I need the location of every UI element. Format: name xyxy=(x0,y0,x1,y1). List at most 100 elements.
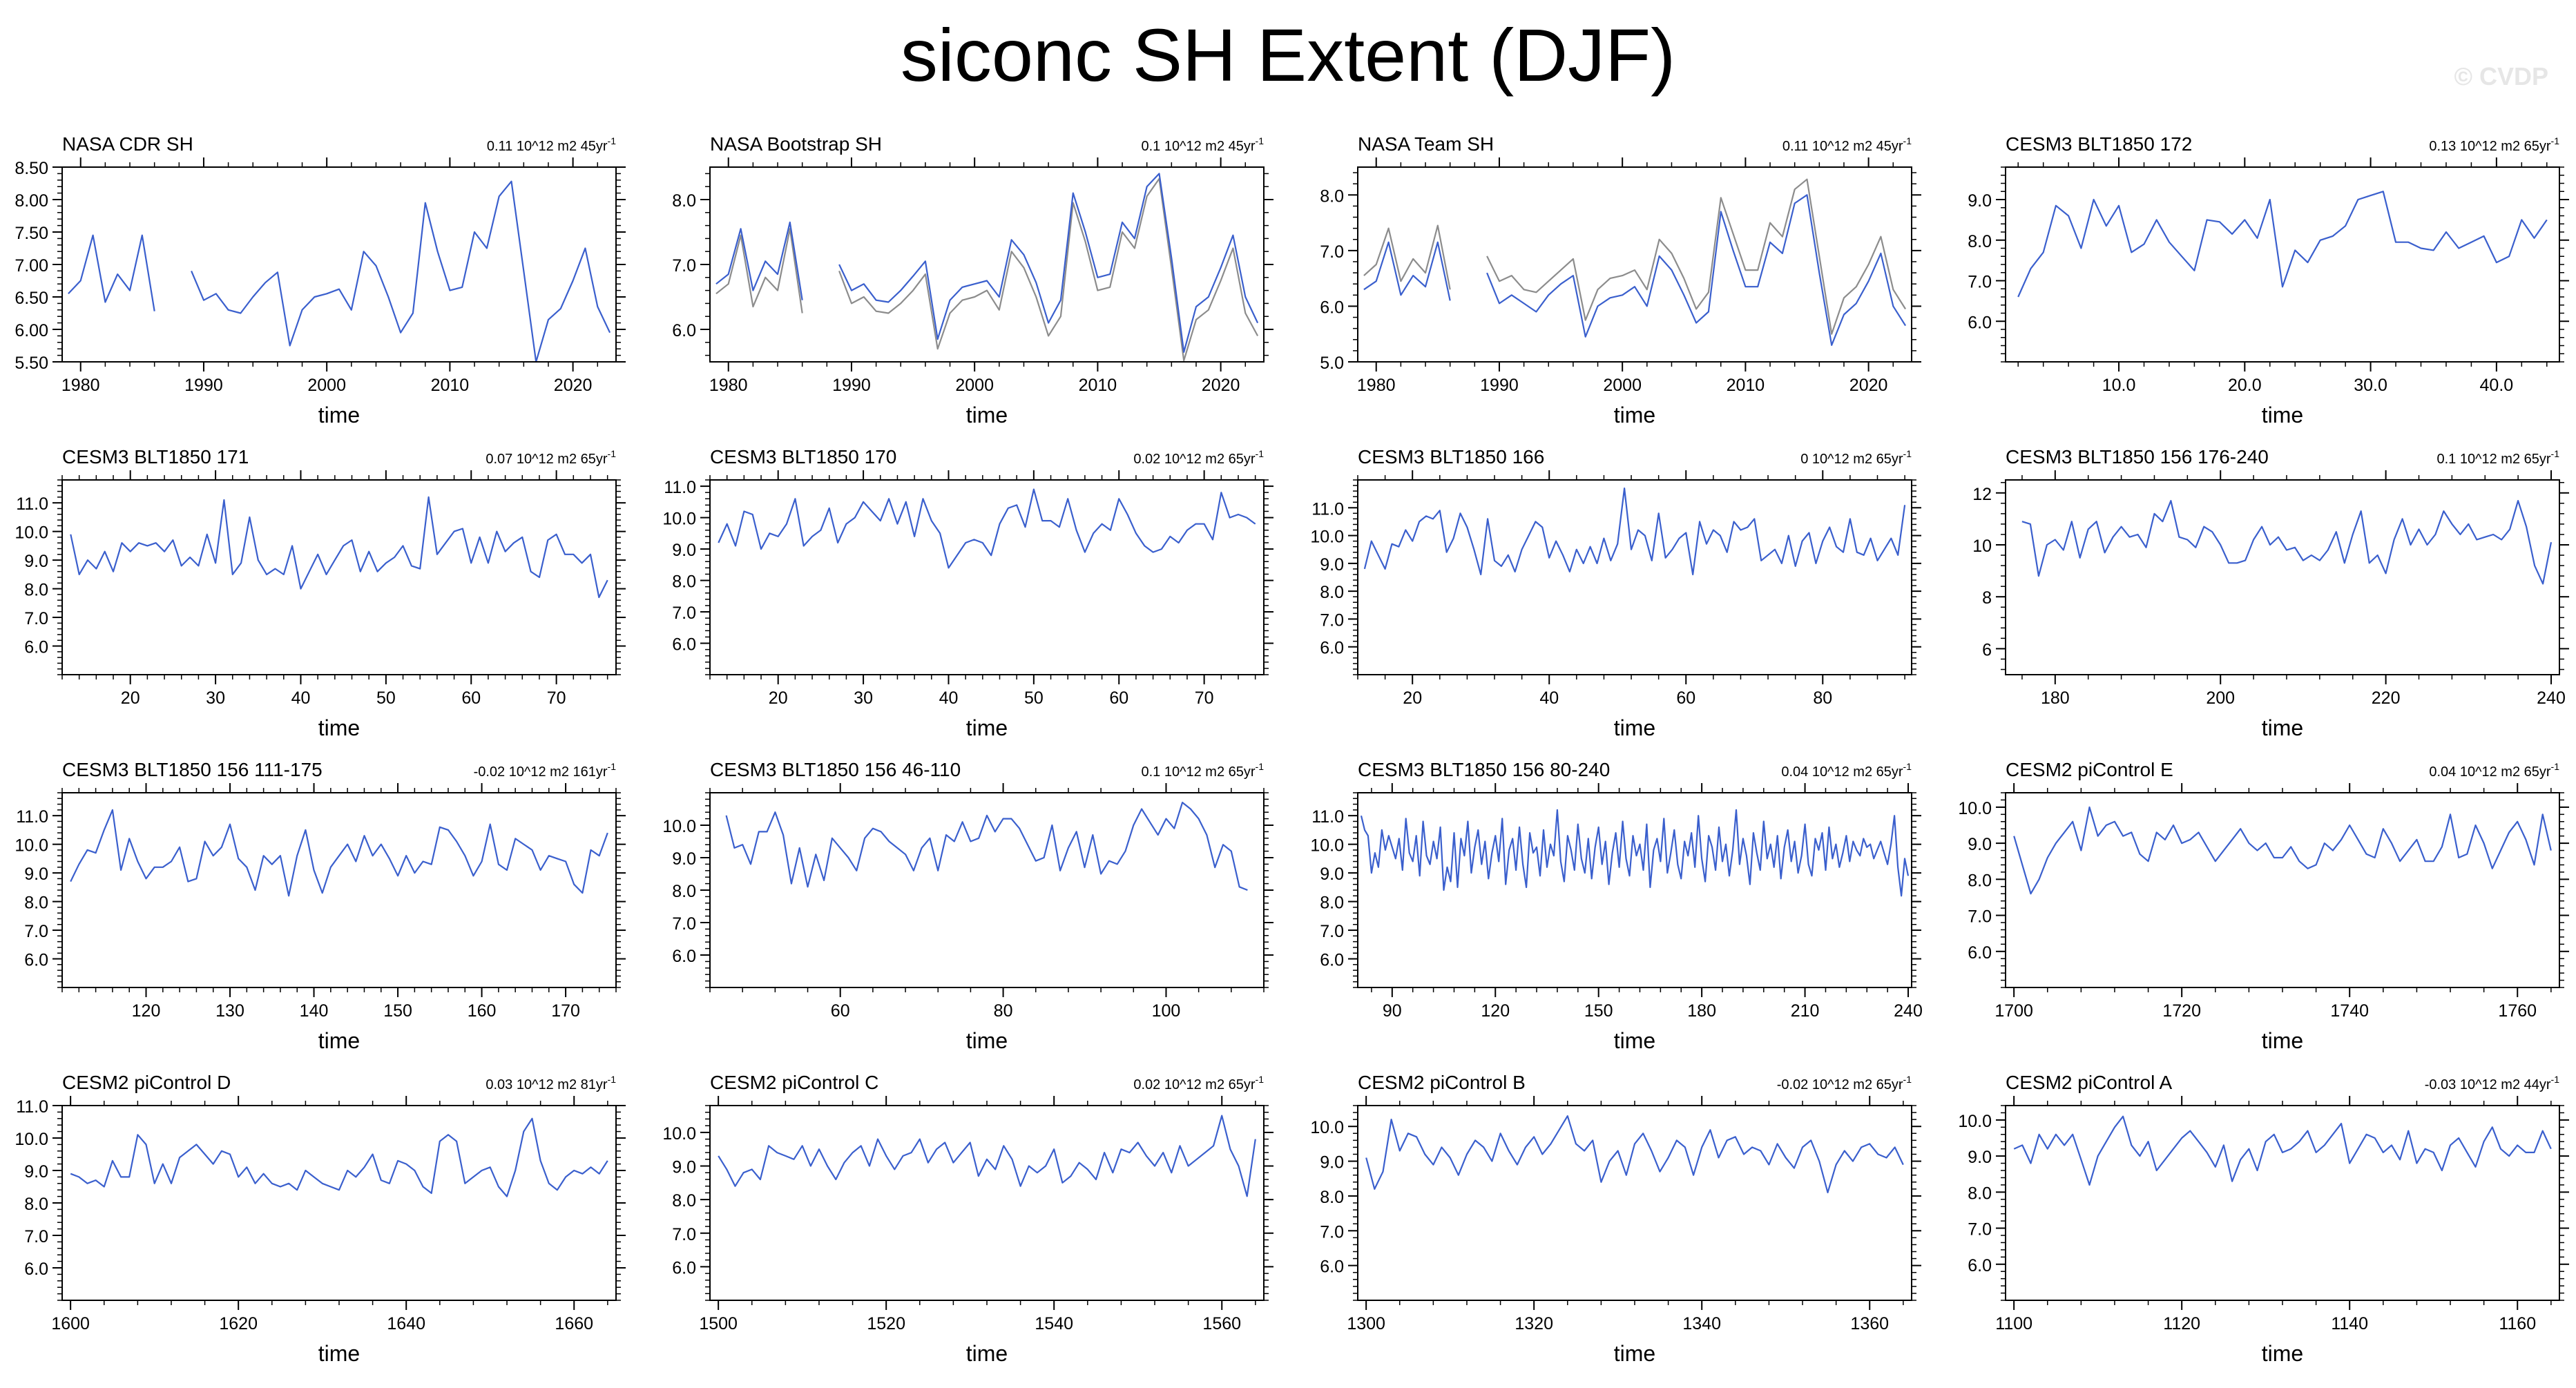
x-tick-label: 10.0 xyxy=(2102,376,2136,395)
series-line xyxy=(1360,809,1910,897)
y-tick-label: 7.0 xyxy=(1320,1222,1344,1242)
x-tick-label: 1990 xyxy=(832,376,871,395)
y-tick-label: 8.0 xyxy=(1320,894,1344,913)
y-tick-label: 9.0 xyxy=(672,849,696,869)
trend-superscript: -1 xyxy=(2551,761,2560,772)
y-tick-label: 6.0 xyxy=(1320,639,1344,658)
x-tick-label: 1600 xyxy=(51,1314,90,1333)
x-tick-label: 160 xyxy=(468,1001,497,1021)
x-tick-label: 2000 xyxy=(1603,376,1642,395)
x-tick-label: 1100 xyxy=(1995,1314,2032,1333)
chart-panel: 6.0 7.0 8.0 9.0 10.0 1300 1320 1340 1360 CESM2 pi… xyxy=(1310,1072,1921,1366)
series-line xyxy=(70,496,608,599)
y-tick-label: 7.0 xyxy=(1968,1220,1992,1240)
series-line xyxy=(70,1117,608,1197)
chart-panel: 6.0 7.0 8.0 9.0 10.0 1500 1520 1540 1560 CESM2 pi… xyxy=(662,1072,1273,1366)
y-tick-label: 9.0 xyxy=(24,865,48,884)
y-tick-label: 10.0 xyxy=(1310,836,1344,856)
panel-title: CESM2 piControl B xyxy=(1358,1072,1526,1093)
y-tick-label: 6.0 xyxy=(24,951,48,970)
x-tick-label: 2020 xyxy=(1849,376,1888,395)
x-tick-label: 120 xyxy=(132,1001,161,1021)
x-tick-label: 60 xyxy=(1676,688,1695,708)
y-tick-label: 11.0 xyxy=(664,478,696,497)
x-axis-label: time xyxy=(318,1341,360,1366)
x-tick-label: 1340 xyxy=(1682,1314,1721,1333)
x-axis-label: time xyxy=(966,1028,1008,1053)
series-line xyxy=(1365,1115,1904,1193)
trend-label: -0.03 10^12 m2 44yr-1 xyxy=(2425,1074,2559,1092)
plot-frame xyxy=(709,1105,1265,1301)
y-tick-label: 5.0 xyxy=(1320,354,1344,373)
series-line xyxy=(1363,178,1907,335)
y-tick-label: 9.0 xyxy=(672,1158,696,1177)
x-tick-label: 150 xyxy=(1584,1001,1613,1021)
x-tick-label: 1980 xyxy=(709,376,748,395)
trend-label: 0.04 10^12 m2 65yr-1 xyxy=(1781,761,1912,780)
y-tick-label: 7.0 xyxy=(1968,273,1992,292)
x-tick-label: 1740 xyxy=(2330,1001,2369,1021)
y-tick-label: 10.0 xyxy=(662,817,696,836)
x-tick-label: 1360 xyxy=(1850,1314,1889,1333)
y-tick-label: 6.0 xyxy=(672,321,696,340)
y-tick-label: 6.0 xyxy=(1320,298,1344,317)
y-tick-label: 6.0 xyxy=(24,638,48,657)
y-tick-label: 8.0 xyxy=(24,894,48,913)
trend-label: 0.1 10^12 m2 65yr-1 xyxy=(1142,761,1265,780)
x-tick-label: 1660 xyxy=(555,1314,593,1333)
chart-panel: 6.0 7.0 8.0 9.0 10.0 11.0 90 120 150 180 210 240 CES… xyxy=(1310,759,1923,1053)
x-tick-label: 50 xyxy=(1024,688,1044,708)
x-tick-label: 1990 xyxy=(184,376,223,395)
chart-panel: 6.0 7.0 8.0 9.0 10.0 11.0 1600 1620 1640 1660 CESM… xyxy=(15,1072,626,1366)
x-tick-label: 60 xyxy=(1109,688,1128,708)
series-line xyxy=(718,488,1256,569)
x-axis-label: time xyxy=(2262,715,2303,740)
x-tick-label: 20 xyxy=(769,688,788,708)
y-tick-label: 7.0 xyxy=(1320,610,1344,630)
y-tick-label: 10.0 xyxy=(1958,1112,1992,1131)
x-axis-label: time xyxy=(318,715,360,740)
series-line xyxy=(715,177,1259,362)
panel-title: CESM3 BLT1850 156 80-240 xyxy=(1358,759,1610,780)
x-tick-label: 140 xyxy=(300,1001,329,1021)
y-tick-label: 6.50 xyxy=(15,289,48,308)
y-tick-label: 6 xyxy=(1982,640,1992,659)
plot-frame xyxy=(2005,792,2560,988)
series-line xyxy=(1363,488,1906,576)
panel-title: CESM2 piControl C xyxy=(710,1072,878,1093)
y-tick-label: 8.0 xyxy=(24,1195,48,1214)
series-line xyxy=(1363,194,1907,346)
panel-title: NASA Bootstrap SH xyxy=(710,133,882,155)
panel-title: CESM3 BLT1850 166 xyxy=(1358,446,1544,468)
trend-label: 0.03 10^12 m2 81yr-1 xyxy=(486,1074,616,1092)
trend-label: 0.11 10^12 m2 45yr-1 xyxy=(1782,135,1912,154)
y-tick-label: 8.0 xyxy=(672,572,696,592)
y-tick-label: 6.0 xyxy=(1968,943,1992,963)
y-tick-label: 11.0 xyxy=(16,1097,48,1117)
y-tick-label: 9.0 xyxy=(1320,555,1344,575)
plot-frame xyxy=(61,479,617,675)
trend-superscript: -1 xyxy=(1256,1074,1265,1085)
y-tick-label: 8.0 xyxy=(24,581,48,600)
x-tick-label: 70 xyxy=(1195,688,1214,708)
trend-superscript: -1 xyxy=(608,135,617,146)
x-tick-label: 1640 xyxy=(387,1314,425,1333)
x-axis-label: time xyxy=(1614,1028,1655,1053)
plot-frame xyxy=(2005,1105,2560,1301)
y-tick-label: 7.0 xyxy=(24,609,48,628)
y-tick-label: 9.0 xyxy=(1968,835,1992,854)
series-line xyxy=(2013,806,2552,895)
panel-title: NASA CDR SH xyxy=(62,133,193,155)
y-tick-label: 9.0 xyxy=(24,1162,48,1182)
trend-label: 0.1 10^12 m2 65yr-1 xyxy=(2437,448,2560,467)
x-tick-label: 1300 xyxy=(1347,1314,1385,1333)
plot-frame xyxy=(1357,1105,1912,1301)
y-tick-label: 6.0 xyxy=(1968,313,1992,332)
x-axis-label: time xyxy=(966,715,1008,740)
x-tick-label: 90 xyxy=(1383,1001,1402,1021)
panel-title: CESM2 piControl E xyxy=(2006,759,2173,780)
y-tick-label: 12 xyxy=(1972,485,1992,504)
x-tick-label: 1520 xyxy=(867,1314,905,1333)
chart-panel: 6.0 7.0 8.0 9.0 10.0 11.0 20 30 40 50 60 70 CESM3 BL… xyxy=(15,446,626,740)
trend-superscript: -1 xyxy=(1256,761,1265,772)
